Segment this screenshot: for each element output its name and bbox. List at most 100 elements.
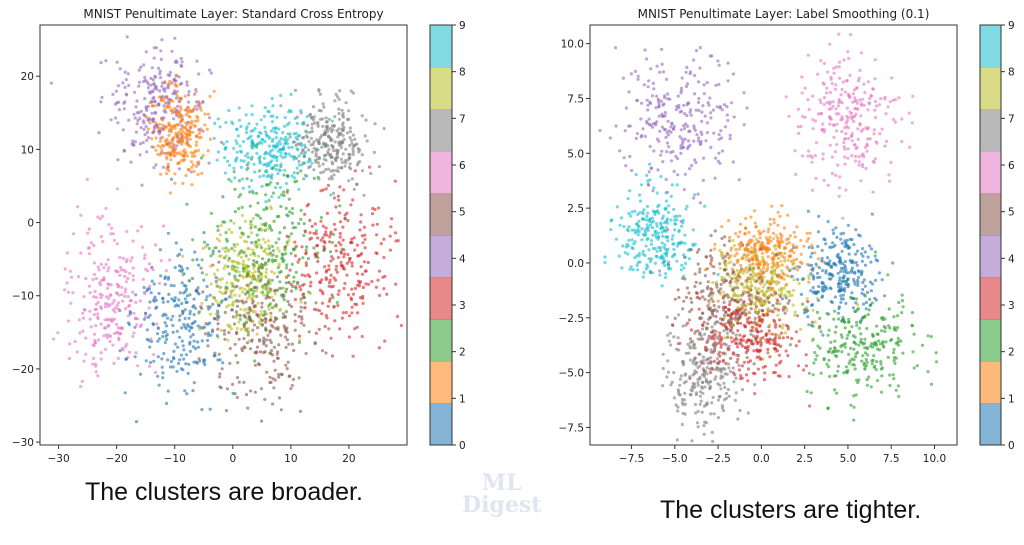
data-point-class-9 bbox=[682, 253, 686, 257]
data-point-class-2 bbox=[854, 352, 858, 356]
data-point-class-1 bbox=[772, 217, 776, 222]
data-point-class-4 bbox=[143, 75, 147, 79]
data-point-class-6 bbox=[109, 334, 113, 338]
data-point-class-0 bbox=[173, 296, 177, 300]
data-point-class-0 bbox=[181, 309, 185, 313]
data-point-class-5 bbox=[216, 309, 220, 313]
data-point-class-4 bbox=[695, 133, 699, 137]
data-point-class-4 bbox=[664, 177, 668, 181]
data-point-class-0 bbox=[188, 312, 192, 316]
data-point-class-2 bbox=[882, 324, 886, 329]
data-point-class-0 bbox=[161, 376, 165, 380]
data-point-class-3 bbox=[370, 212, 375, 216]
data-point-class-3 bbox=[747, 321, 751, 325]
data-point-class-4 bbox=[718, 106, 722, 110]
data-point-class-7 bbox=[325, 120, 329, 124]
data-point-class-3 bbox=[322, 239, 326, 244]
data-point-class-2 bbox=[926, 334, 930, 338]
data-point-class-0 bbox=[851, 296, 856, 301]
data-point-class-6 bbox=[56, 331, 60, 335]
data-point-class-9 bbox=[684, 261, 688, 266]
data-point-class-5 bbox=[247, 311, 251, 315]
data-point-class-3 bbox=[714, 314, 718, 319]
data-point-class-2 bbox=[880, 366, 885, 370]
data-point-class-5 bbox=[701, 311, 705, 315]
data-point-class-5 bbox=[285, 287, 289, 291]
data-point-class-5 bbox=[673, 297, 677, 301]
data-point-class-4 bbox=[151, 96, 155, 101]
data-point-class-7 bbox=[722, 351, 726, 355]
data-point-class-2 bbox=[293, 180, 297, 184]
data-point-class-3 bbox=[326, 183, 331, 187]
data-point-class-8 bbox=[272, 271, 276, 275]
data-point-class-9 bbox=[274, 186, 278, 190]
data-point-class-0 bbox=[171, 365, 175, 369]
data-point-class-8 bbox=[732, 244, 736, 248]
data-point-class-7 bbox=[725, 372, 729, 376]
data-point-class-9 bbox=[649, 239, 654, 243]
data-point-class-6 bbox=[845, 119, 849, 123]
data-point-class-7 bbox=[337, 112, 341, 116]
data-point-class-2 bbox=[267, 246, 271, 251]
data-point-class-0 bbox=[205, 295, 209, 299]
data-point-class-5 bbox=[265, 370, 269, 374]
data-point-class-0 bbox=[177, 304, 181, 308]
data-point-class-8 bbox=[781, 323, 785, 327]
data-point-class-6 bbox=[830, 81, 834, 86]
data-point-class-4 bbox=[672, 169, 676, 173]
data-point-class-6 bbox=[105, 336, 109, 340]
data-point-class-1 bbox=[767, 241, 771, 245]
data-point-class-4 bbox=[104, 59, 108, 63]
data-point-class-9 bbox=[683, 255, 688, 259]
data-point-class-2 bbox=[857, 343, 861, 347]
data-point-class-6 bbox=[864, 166, 868, 171]
data-point-class-8 bbox=[242, 308, 247, 312]
data-point-class-5 bbox=[724, 279, 729, 283]
data-point-class-3 bbox=[334, 264, 339, 268]
data-point-class-3 bbox=[745, 373, 749, 377]
data-point-class-3 bbox=[319, 219, 323, 223]
data-point-class-0 bbox=[192, 339, 196, 343]
data-point-class-5 bbox=[730, 277, 734, 281]
data-point-class-2 bbox=[854, 393, 858, 397]
data-point-class-9 bbox=[621, 244, 625, 248]
data-point-class-1 bbox=[743, 226, 748, 230]
data-point-class-3 bbox=[732, 351, 736, 355]
data-point-class-8 bbox=[724, 264, 728, 268]
data-point-class-0 bbox=[123, 391, 127, 395]
data-point-class-7 bbox=[675, 438, 679, 442]
data-point-class-4 bbox=[679, 109, 684, 113]
data-point-class-9 bbox=[656, 231, 661, 235]
data-point-class-7 bbox=[694, 411, 698, 415]
data-point-class-4 bbox=[657, 114, 661, 118]
data-point-class-3 bbox=[724, 361, 728, 365]
data-point-class-4 bbox=[117, 108, 121, 112]
data-point-class-6 bbox=[116, 356, 120, 360]
data-point-class-0 bbox=[844, 301, 848, 305]
data-point-class-2 bbox=[304, 248, 308, 252]
data-point-class-3 bbox=[778, 318, 782, 322]
data-point-class-4 bbox=[146, 136, 151, 140]
data-point-class-1 bbox=[148, 101, 152, 105]
data-point-class-5 bbox=[283, 335, 288, 339]
data-point-class-9 bbox=[680, 263, 684, 267]
data-point-class-4 bbox=[683, 112, 687, 116]
data-point-class-2 bbox=[214, 246, 218, 250]
data-point-class-9 bbox=[266, 109, 270, 113]
data-point-class-6 bbox=[830, 171, 835, 176]
data-point-class-3 bbox=[382, 237, 386, 241]
data-point-class-6 bbox=[106, 286, 110, 290]
data-point-class-8 bbox=[769, 271, 774, 275]
data-point-class-6 bbox=[94, 295, 98, 299]
data-point-class-7 bbox=[688, 346, 692, 350]
data-point-class-7 bbox=[722, 329, 726, 333]
data-point-class-1 bbox=[156, 152, 160, 156]
data-point-class-5 bbox=[307, 330, 311, 334]
data-point-class-8 bbox=[267, 307, 271, 311]
data-point-class-8 bbox=[259, 309, 263, 313]
data-point-class-2 bbox=[911, 350, 915, 354]
data-point-class-7 bbox=[341, 111, 345, 116]
data-point-class-0 bbox=[144, 359, 148, 363]
data-point-class-7 bbox=[297, 159, 301, 163]
data-point-class-2 bbox=[897, 300, 901, 305]
